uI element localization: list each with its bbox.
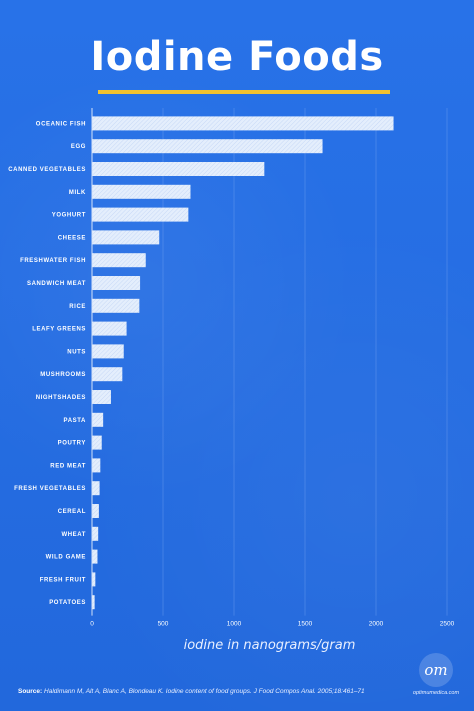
bar	[92, 412, 104, 427]
x-tick-label: 0	[90, 621, 94, 628]
bar	[92, 435, 102, 450]
category-labels: OCEANIC FISH EGG CANNED VEGETABLES MILK YOGH…	[8, 121, 87, 606]
brand-logo: om	[419, 653, 453, 687]
bar	[92, 321, 127, 336]
category-label: RED MEAT	[50, 463, 86, 469]
bar	[92, 230, 160, 245]
brand-site: optimumedica.com	[412, 690, 460, 696]
category-label: FRESH FRUIT	[40, 577, 86, 583]
bar	[92, 298, 140, 313]
category-label: MUSHROOMS	[40, 372, 86, 378]
source-text: Haldimann M, Alt A, Blanc A, Blondeau K.…	[44, 688, 365, 695]
bar	[92, 481, 100, 496]
bar	[92, 116, 394, 131]
bar	[92, 207, 189, 222]
category-label: SANDWICH MEAT	[27, 281, 86, 287]
category-label: WILD GAME	[46, 555, 86, 561]
category-label: FRESHWATER FISH	[20, 258, 86, 264]
category-label: CANNED VEGETABLES	[8, 167, 86, 173]
bar	[92, 526, 99, 541]
bar	[92, 367, 123, 382]
category-label: CHEESE	[58, 235, 86, 241]
category-label: YOGHURT	[52, 213, 86, 219]
category-label: OCEANIC FISH	[36, 121, 86, 127]
source-citation: Source: Haldimann M, Alt A, Blanc A, Blo…	[18, 688, 365, 695]
category-label: EGG	[71, 144, 86, 150]
source-label: Source	[18, 688, 41, 695]
bar	[92, 344, 124, 359]
category-label: LEAFY GREENS	[32, 327, 86, 333]
x-tick-labels: 0 500 1000 1500 2000 2500	[90, 621, 454, 628]
bar	[92, 276, 141, 290]
category-label: MILK	[69, 190, 86, 196]
category-label: WHEAT	[61, 532, 86, 538]
category-label: PASTA	[64, 418, 87, 424]
category-label: CEREAL	[58, 509, 86, 515]
bar	[92, 549, 98, 564]
bar	[92, 139, 323, 154]
category-label: POUTRY	[58, 441, 86, 447]
bar	[92, 458, 101, 473]
bar	[92, 253, 146, 268]
title-underline	[98, 90, 390, 94]
bar	[92, 390, 111, 404]
x-tick-label: 2000	[369, 621, 384, 628]
bar	[92, 572, 96, 587]
x-axis-label: iodine in nanograms/gram	[183, 638, 356, 653]
x-tick-label: 1500	[298, 621, 313, 628]
bar	[92, 595, 95, 610]
category-label: RICE	[69, 304, 86, 310]
category-label: POTATOES	[49, 600, 86, 606]
bar	[92, 162, 265, 176]
page-title: Iodine Foods	[90, 34, 384, 80]
x-tick-label: 2500	[440, 621, 455, 628]
x-tick-label: 1000	[227, 621, 242, 628]
category-label: NUTS	[67, 349, 86, 355]
x-tick-label: 500	[158, 621, 169, 628]
bar	[92, 504, 99, 518]
bar	[92, 184, 191, 199]
grid-lines	[162, 108, 448, 616]
bars	[92, 116, 394, 610]
category-label: NIGHTSHADES	[36, 395, 86, 401]
category-label: FRESH VEGETABLES	[14, 486, 86, 492]
